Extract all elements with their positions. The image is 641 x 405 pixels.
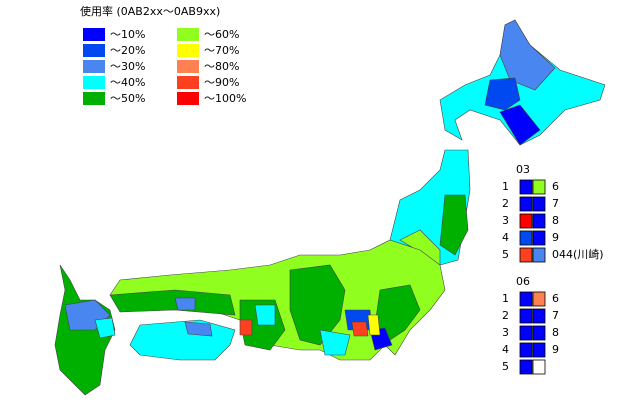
cell: [532, 247, 546, 263]
row-label: 5: [502, 360, 509, 373]
row-label: 1: [502, 292, 509, 305]
row-suffix: 8: [552, 214, 559, 227]
tohoku-east: [439, 194, 469, 256]
cell: [532, 179, 546, 195]
row-label: 3: [502, 214, 509, 227]
kanto-yellow: [367, 314, 381, 336]
row-label: 5: [502, 248, 509, 261]
legend-swatch: [83, 76, 105, 89]
legend-swatch: [177, 92, 199, 105]
cell: [519, 308, 533, 324]
cell: [519, 359, 533, 375]
cell: [519, 213, 533, 229]
cell: [519, 342, 533, 358]
row-label: 2: [502, 197, 509, 210]
legend-label: 〜40%: [110, 76, 145, 89]
kyushu-cyan: [94, 317, 116, 339]
cell: [519, 179, 533, 195]
legend-label: 〜90%: [204, 76, 239, 89]
osaka: [239, 319, 253, 336]
shikoku: [129, 319, 236, 361]
cell: [532, 325, 546, 341]
row-suffix: 7: [552, 197, 559, 210]
legend-swatch: [83, 92, 105, 105]
legend-label: 〜80%: [204, 60, 239, 73]
hokkaido-north: [499, 19, 556, 91]
cell: [532, 359, 546, 375]
map: [54, 19, 606, 396]
panel-title: 03: [516, 163, 530, 176]
legend-swatch: [83, 28, 105, 41]
legend-swatch: [83, 60, 105, 73]
row-suffix: 7: [552, 309, 559, 322]
cell: [519, 325, 533, 341]
legend-label: 〜60%: [204, 28, 239, 41]
chugoku: [109, 289, 236, 316]
kanagawa: [351, 321, 369, 337]
cell: [519, 196, 533, 212]
row-suffix: 9: [552, 343, 559, 356]
legend-swatch: [177, 76, 199, 89]
row-label: 4: [502, 343, 509, 356]
cell: [519, 230, 533, 246]
shikoku-blue: [184, 321, 213, 337]
chugoku-blue: [174, 297, 196, 311]
legend-label: 〜10%: [110, 28, 145, 41]
cell: [532, 213, 546, 229]
cell: [519, 291, 533, 307]
row-suffix: 044(川崎): [552, 247, 604, 261]
row-suffix: 6: [552, 180, 559, 193]
legend-label: 〜50%: [110, 92, 145, 105]
legend-label: 〜100%: [204, 92, 246, 105]
hokkaido-center: [484, 77, 521, 111]
row-label: 3: [502, 326, 509, 339]
cell: [532, 230, 546, 246]
shizuoka: [319, 329, 351, 356]
row-label: 4: [502, 231, 509, 244]
row-suffix: 8: [552, 326, 559, 339]
kyoto: [254, 304, 276, 326]
cell: [519, 247, 533, 263]
legend-swatch: [177, 28, 199, 41]
cell: [532, 291, 546, 307]
legend-label: 〜30%: [110, 60, 145, 73]
row-label: 1: [502, 180, 509, 193]
legend-title: 使用率 (0AB2xx〜0AB9xx): [80, 4, 220, 18]
row-label: 2: [502, 309, 509, 322]
cell: [532, 196, 546, 212]
legend-swatch: [177, 60, 199, 73]
cell: [532, 342, 546, 358]
legend-label: 〜20%: [110, 44, 145, 57]
row-suffix: 9: [552, 231, 559, 244]
legend-swatch: [177, 44, 199, 57]
legend-label: 〜70%: [204, 44, 239, 57]
row-suffix: 6: [552, 292, 559, 305]
panel-title: 06: [516, 275, 530, 288]
legend-swatch: [83, 44, 105, 57]
cell: [532, 308, 546, 324]
hokkaido-east: [499, 104, 541, 146]
